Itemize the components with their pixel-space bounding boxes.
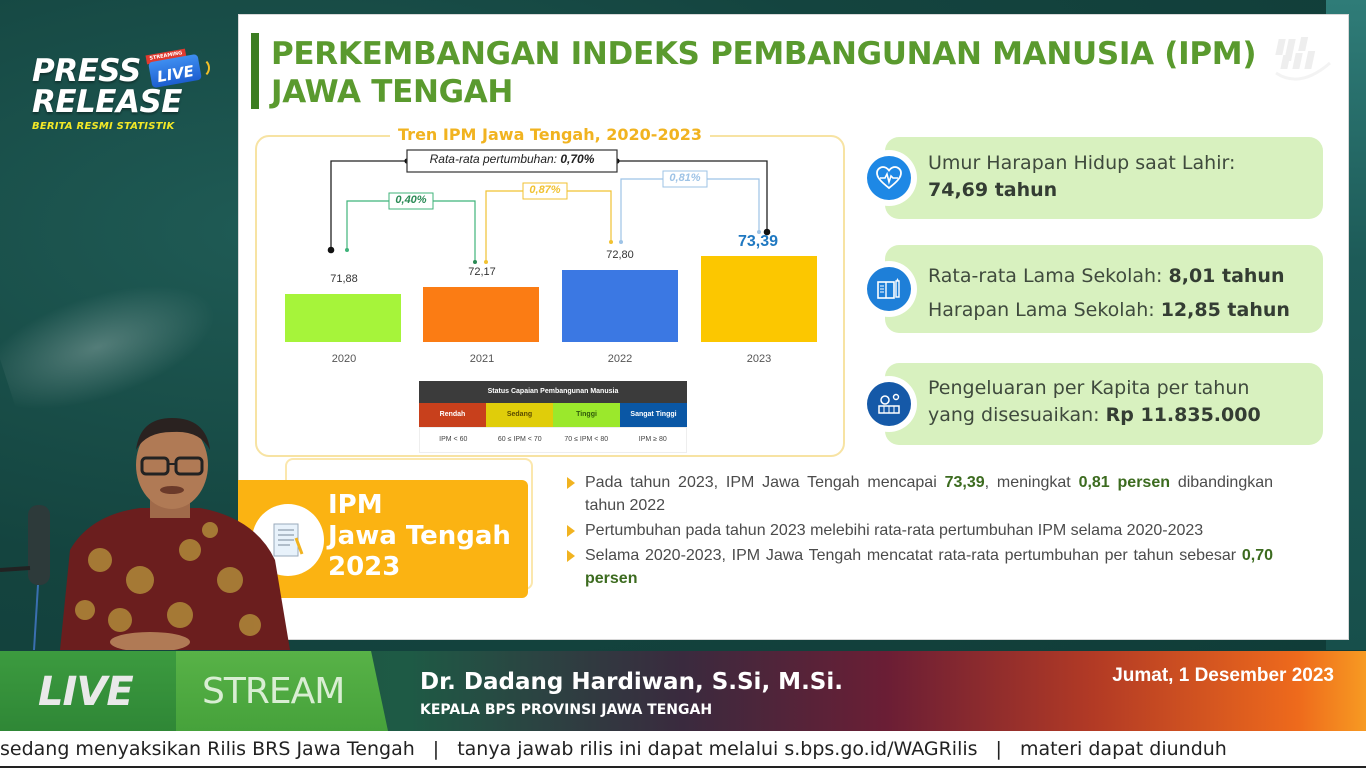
expenditure-line2: yang disesuaikan: Rp 11.835.000	[928, 404, 1261, 426]
ticker-item: sedang menyaksikan Rilis BRS Jawa Tengah	[0, 738, 415, 760]
year-label-2022: 2022	[607, 353, 633, 365]
expected-years-schooling: Harapan Lama Sekolah: 12,85 tahun	[928, 299, 1290, 321]
bullet-item: Pertumbuhan pada tahun 2023 melebihi rat…	[565, 519, 1273, 542]
year-label-2021: 2021	[469, 353, 495, 365]
life-expectancy-value: 74,69 tahun	[928, 179, 1058, 201]
chart-plot	[285, 149, 817, 342]
bullet-item: Selama 2020-2023, IPM Jawa Tengah mencat…	[565, 544, 1273, 590]
value-label-2020: 71,88	[330, 273, 358, 285]
presenter-video	[0, 418, 290, 650]
status-sedang: Sedang	[486, 403, 553, 427]
mean-years-schooling: Rata-rata Lama Sekolah: 8,01 tahun	[928, 265, 1285, 287]
ticker-item: materi dapat diunduh	[1019, 738, 1227, 760]
range-sedang: 60 ≤ IPM < 70	[486, 428, 553, 452]
info-card-schooling: Rata-rata Lama Sekolah: 8,01 tahun Harap…	[861, 245, 1323, 333]
ticker-separator: |	[995, 738, 1002, 760]
family-house-icon	[867, 382, 911, 426]
mean-years-schooling-value: 8,01 tahun	[1168, 265, 1285, 287]
ipm-trend-chart: Tren IPM Jawa Tengah, 2020-2023	[255, 125, 845, 457]
live-block	[0, 651, 180, 731]
year-label-2020: 2020	[331, 353, 357, 365]
range-rendah: IPM < 60	[420, 428, 487, 452]
bar-2020	[285, 294, 401, 342]
presenter-role: KEPALA BPS PROVINSI JAWA TENGAH	[420, 702, 713, 718]
avg-growth-label: Rata-rata pertumbuhan: 0,70%	[429, 152, 595, 166]
heart-pulse-icon	[867, 156, 911, 200]
avg-growth-value: 0,70%	[560, 152, 595, 166]
background-wave	[0, 245, 253, 435]
info-card-expenditure: Pengeluaran per Kapita per tahun yang di…	[861, 363, 1323, 445]
bullet-arrow-icon	[567, 525, 575, 537]
bar-2023	[701, 256, 817, 342]
broadcast-date: Jumat, 1 Desember 2023	[1112, 665, 1334, 686]
news-ticker: sedang menyaksikan Rilis BRS Jawa Tengah…	[0, 731, 1366, 768]
range-sangat-tinggi: IPM ≥ 80	[619, 428, 686, 452]
title-accent-bar	[251, 33, 259, 109]
bar-2021	[423, 287, 539, 342]
bps-logo-icon	[1275, 37, 1331, 81]
expenditure-label: Pengeluaran per Kapita per tahun	[928, 377, 1250, 399]
press-line-1: PRESS	[32, 53, 141, 89]
document-icon	[252, 504, 324, 576]
slide-title: PERKEMBANGAN INDEKS PEMBANGUNAN MANUSIA …	[271, 36, 1257, 110]
bullet-arrow-icon	[567, 477, 575, 489]
broadcast-wave-icon	[198, 58, 210, 78]
status-table-header: Status Capaian Pembangunan Manusia	[419, 381, 687, 403]
status-legend-table: Status Capaian Pembangunan Manusia Renda…	[419, 381, 687, 453]
status-range-row: IPM < 60 60 ≤ IPM < 70 70 ≤ IPM < 80 IPM…	[419, 427, 687, 453]
expenditure-value: Rp 11.835.000	[1105, 404, 1261, 426]
value-label-2023: 73,39	[737, 233, 779, 250]
ticker-item: tanya jawab rilis ini dapat melalui s.bp…	[457, 738, 978, 760]
press-subtitle: BERITA RESMI STATISTIK	[32, 121, 175, 132]
summary-bullets: Pada tahun 2023, IPM Jawa Tengah mencapa…	[565, 471, 1273, 592]
bullet-item: Pada tahun 2023, IPM Jawa Tengah mencapa…	[565, 471, 1273, 517]
press-line-2: RELEASE	[32, 84, 182, 120]
status-tinggi: Tinggi	[553, 403, 620, 427]
range-tinggi: 70 ≤ IPM < 80	[553, 428, 620, 452]
book-pencil-icon	[867, 267, 911, 311]
ticker-separator: |	[432, 738, 440, 760]
growth-label-2021: 0,40%	[395, 194, 427, 206]
status-rendah: Rendah	[419, 403, 486, 427]
status-sangat-tinggi: Sangat Tinggi	[620, 403, 687, 427]
status-category-row: Rendah Sedang Tinggi Sangat Tinggi	[419, 403, 687, 427]
ipm-badge-text: IPM Jawa Tengah 2023	[328, 490, 511, 582]
life-expectancy-label: Umur Harapan Hidup saat Lahir:	[928, 152, 1236, 174]
chart-title: Tren IPM Jawa Tengah, 2020-2023	[390, 125, 710, 144]
lower-third-banner: LIVE STREAM Dr. Dadang Hardiwan, S.Si, M…	[0, 651, 1366, 731]
bar-2022	[562, 270, 678, 342]
value-label-2021: 72,17	[468, 266, 496, 278]
press-release-logo: PRESS RELEASE BERITA RESMI STATISTIK STR…	[32, 48, 212, 146]
bullet-arrow-icon	[567, 550, 575, 562]
value-label-2022: 72,80	[606, 249, 634, 261]
year-label-2023: 2023	[746, 353, 772, 365]
growth-label-2023: 0,81%	[669, 172, 701, 184]
live-label: LIVE	[38, 669, 134, 715]
stream-label: STREAM	[202, 671, 345, 712]
presentation-slide: PERKEMBANGAN INDEKS PEMBANGUNAN MANUSIA …	[238, 14, 1349, 640]
info-card-life-expectancy: Umur Harapan Hidup saat Lahir: 74,69 tah…	[861, 137, 1323, 219]
growth-label-2022: 0,87%	[529, 184, 561, 196]
expected-years-schooling-value: 12,85 tahun	[1160, 299, 1290, 321]
stream-block	[176, 651, 388, 731]
presenter-name: Dr. Dadang Hardiwan, S.Si, M.Si.	[420, 669, 843, 695]
